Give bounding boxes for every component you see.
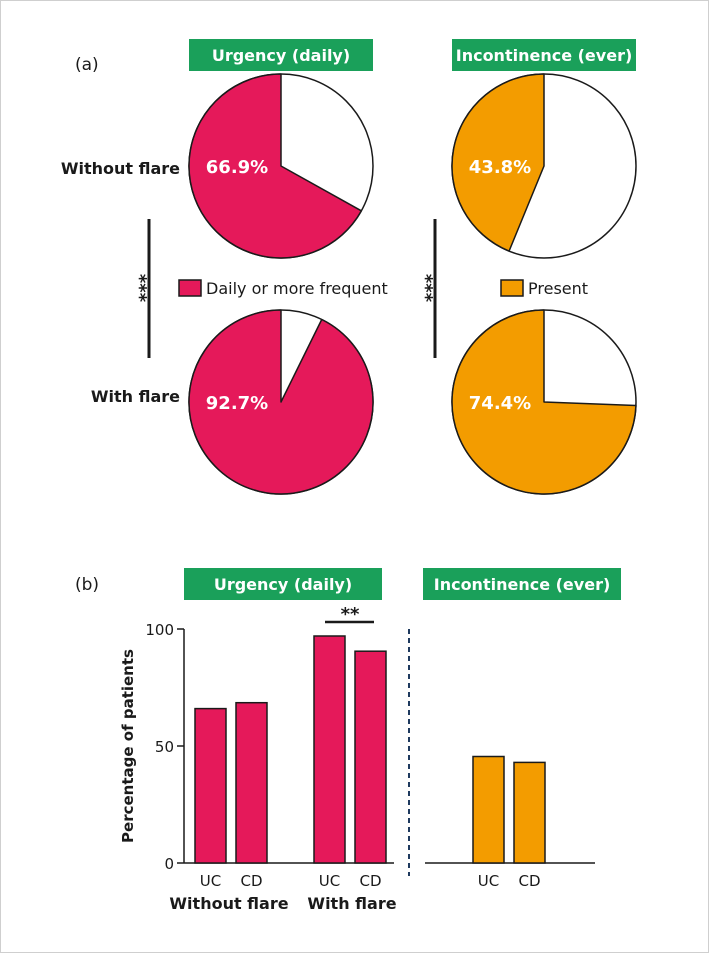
pie-percent-label-urgency-with-flare: 92.7% [206, 393, 268, 414]
urgency-bar-1 [235, 701, 268, 864]
panel-b-header-incontinence-bg [423, 568, 621, 600]
group-label-without-flare: Without flare [169, 894, 288, 913]
pie-incontinence-with-flare: 74.4% [451, 309, 637, 495]
significance-stars-urgency: *** [129, 274, 150, 303]
panel-a-header-urgency: Urgency (daily) [212, 46, 350, 65]
y-axis-label: Percentage of patients [119, 649, 137, 843]
incontinence-x-tick-label-1: CD [518, 872, 540, 890]
legend-label-urgency: Daily or more frequent [206, 279, 388, 298]
pie-percent-label-incontinence-with-flare: 74.4% [469, 393, 531, 414]
incontinence-x-tick-label-0: UC [478, 872, 499, 890]
pie-incontinence-without-flare: 43.8% [451, 73, 637, 259]
legend-label-incontinence: Present [528, 279, 588, 298]
urgency-bar-3 [354, 650, 387, 864]
urgency-bar-0 [194, 707, 227, 864]
pie-percent-label-urgency-without-flare: 66.9% [206, 157, 268, 178]
y-tick-label-0: 0 [164, 855, 174, 873]
panel-a-label: (a) [75, 55, 99, 75]
incontinence-bar-1 [513, 761, 546, 864]
incontinence-bar-0 [472, 755, 505, 864]
y-tick-label-50: 50 [155, 738, 174, 756]
panel-a-header-incontinence-bg [452, 39, 636, 71]
legend-swatch-urgency [178, 279, 202, 297]
panel-a-header-incontinence: Incontinence (ever) [456, 46, 633, 65]
group-label-with-flare: With flare [307, 894, 396, 913]
pie-slice-main-urgency-with-flare [188, 309, 374, 495]
pie-slice-main-incontinence-with-flare [451, 309, 637, 495]
significance-stars-incontinence: *** [415, 274, 436, 303]
panel-b-header-urgency-bg [184, 568, 382, 600]
urgency-x-tick-label-1: CD [240, 872, 262, 890]
bar-significance-stars: ** [341, 604, 360, 625]
row-label-without-flare: Without flare [61, 159, 180, 178]
panel-b-label: (b) [75, 575, 99, 595]
pie-urgency-without-flare: 66.9% [188, 73, 374, 259]
pie-percent-label-incontinence-without-flare: 43.8% [469, 157, 531, 178]
row-label-with-flare: With flare [91, 387, 180, 406]
urgency-bar-2 [313, 635, 346, 864]
legend-swatch-incontinence [500, 279, 524, 297]
urgency-x-tick-label-3: CD [359, 872, 381, 890]
y-tick-label-100: 100 [145, 621, 174, 639]
bars-incontinence: UC CD [472, 755, 546, 890]
pie-slice-main-incontinence-without-flare [451, 73, 545, 252]
panel-b-header-incontinence: Incontinence (ever) [434, 575, 611, 594]
panel-a-header-urgency-bg [189, 39, 373, 71]
bars-urgency: UC CD UC CD [194, 635, 387, 890]
urgency-x-tick-label-0: UC [200, 872, 221, 890]
urgency-x-tick-label-2: UC [319, 872, 340, 890]
pie-slice-main-urgency-without-flare [188, 73, 363, 259]
pie-urgency-with-flare: 92.7% [188, 309, 374, 495]
panel-b-header-urgency: Urgency (daily) [214, 575, 352, 594]
